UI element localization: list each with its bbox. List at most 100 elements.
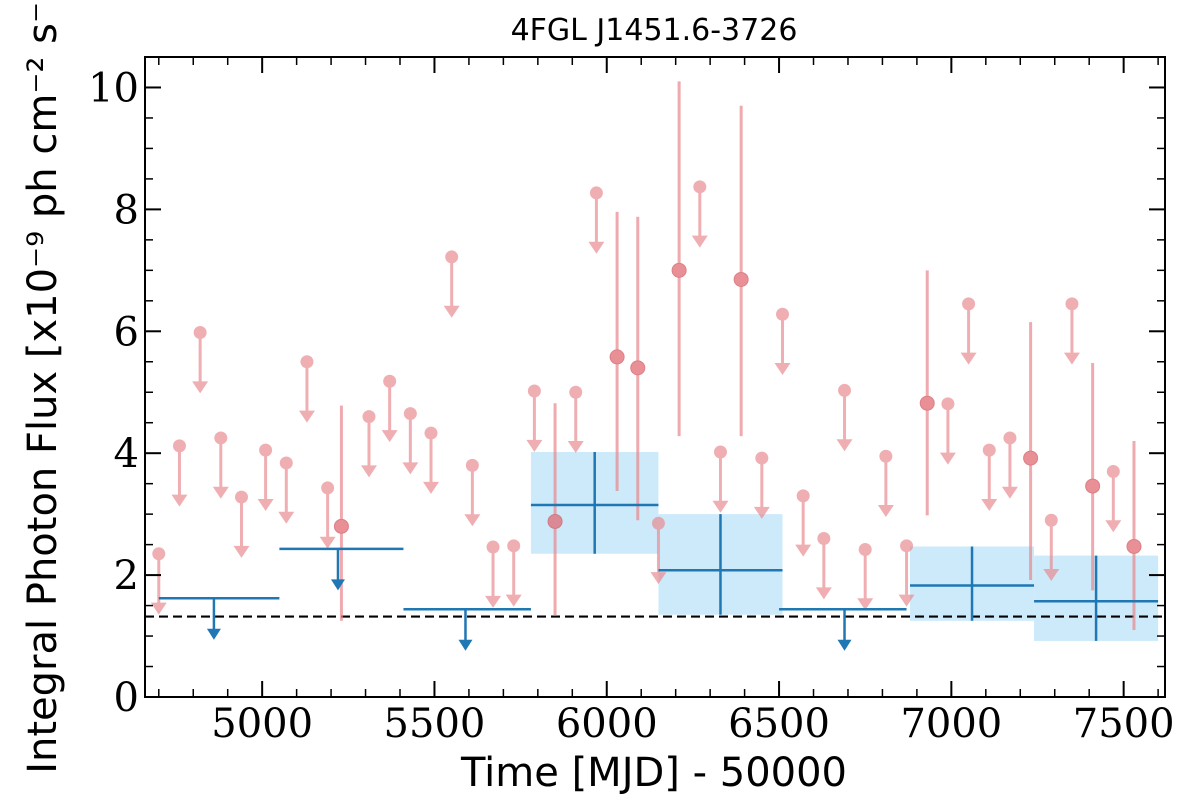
long-bin-series (158, 451, 1159, 651)
upper-limit-arrowhead (257, 498, 274, 511)
detection-marker (671, 262, 687, 278)
plot-frame (144, 56, 1166, 698)
y-tick-label: 0 (114, 675, 139, 721)
upper-limit-marker (403, 407, 417, 421)
upper-limit-marker (172, 439, 186, 453)
upper-limit-marker (879, 449, 893, 463)
upper-limit-marker (362, 410, 376, 424)
upper-limit-marker (838, 383, 852, 397)
chart-title: 4FGL J1451.6-3726 (511, 13, 798, 48)
upper-limit-arrowhead (1063, 352, 1080, 365)
y-tick-label: 2 (114, 553, 139, 599)
upper-limit-marker (589, 186, 603, 200)
upper-limit-arrowhead (505, 594, 522, 607)
long-bin-upper-limit (158, 597, 280, 640)
upper-limit-arrowhead (206, 628, 221, 640)
upper-limit-marker (152, 547, 166, 561)
short-bin-upper-limit (257, 443, 274, 511)
upper-limit-arrowhead (981, 498, 998, 511)
upper-limit-arrowhead (1001, 486, 1018, 499)
upper-limit-arrowhead (381, 430, 398, 443)
short-bin-upper-limit (650, 516, 667, 585)
upper-limit-arrowhead (171, 494, 188, 507)
x-axis-label: Time [MJD] - 50000 (460, 750, 847, 796)
short-bin-upper-limit (712, 445, 729, 513)
detection-marker (1126, 538, 1142, 554)
short-bin-upper-limit (212, 431, 229, 499)
upper-limit-arrowhead (712, 500, 729, 513)
short-bin-upper-limit (192, 326, 209, 394)
upper-limit-arrowhead (837, 639, 852, 651)
upper-limit-marker (279, 456, 293, 470)
upper-limit-marker (858, 542, 872, 556)
upper-limit-arrowhead (960, 352, 977, 365)
long-bin-upper-limit (403, 607, 531, 651)
detection-marker (733, 271, 749, 287)
upper-limit-arrowhead (857, 598, 874, 611)
short-bin-detection (1085, 362, 1101, 591)
y-tick-label: 6 (114, 309, 139, 355)
short-bin-upper-limit (402, 407, 419, 475)
upper-limit-arrowhead (898, 594, 915, 607)
upper-limit-marker (1065, 297, 1079, 311)
short-bin-detection (919, 270, 935, 516)
short-bin-upper-limit (1105, 464, 1122, 533)
upper-limit-marker (424, 426, 438, 440)
detection-marker (609, 349, 625, 365)
short-bin-detection (547, 403, 563, 616)
upper-limit-arrowhead (774, 363, 791, 376)
short-bin-upper-limit (464, 458, 481, 527)
upper-limit-arrowhead (443, 305, 460, 318)
upper-limit-marker (755, 451, 769, 465)
upper-limit-marker (796, 489, 810, 503)
upper-limit-arrowhead (567, 441, 584, 454)
detection-marker (630, 360, 646, 376)
upper-limit-marker (321, 481, 335, 495)
short-bin-upper-limit (171, 439, 188, 507)
upper-limit-marker (817, 532, 831, 546)
upper-limit-arrowhead (877, 505, 894, 518)
short-bin-detection (333, 405, 349, 621)
upper-limit-arrowhead (1043, 569, 1060, 582)
short-bin-upper-limit (567, 385, 584, 454)
upper-limit-marker (776, 307, 789, 321)
upper-limit-arrowhead (423, 481, 440, 494)
short-bin-detection (1023, 322, 1039, 580)
upper-limit-arrowhead (815, 587, 832, 600)
short-bin-upper-limit (857, 542, 874, 611)
upper-limit-arrowhead (150, 602, 167, 615)
short-bin-upper-limit (981, 443, 998, 511)
long-bin-detection (658, 514, 783, 615)
upper-limit-arrowhead (278, 511, 295, 524)
x-tick-label: 6500 (728, 701, 830, 747)
upper-limit-arrowhead (939, 452, 956, 465)
upper-limit-marker (569, 385, 583, 399)
short-bin-upper-limit (960, 297, 977, 365)
upper-limit-marker (214, 431, 228, 445)
upper-limit-marker (300, 355, 314, 369)
short-bin-upper-limit (877, 449, 894, 518)
short-bin-upper-limit (485, 540, 502, 608)
upper-limit-marker (962, 297, 976, 311)
axes (144, 56, 1166, 698)
short-bin-upper-limit (505, 539, 522, 607)
long-bin-detection (1034, 555, 1159, 641)
long-bin-upper-limit (779, 607, 907, 651)
short-bin-detection (1126, 441, 1142, 630)
short-bin-upper-limit (423, 426, 440, 494)
short-bin-upper-limit (443, 250, 460, 318)
long-bin-upper-limit (279, 547, 404, 591)
upper-limit-marker (1106, 464, 1120, 478)
short-bin-upper-limit (526, 384, 543, 452)
y-tick-label: 8 (114, 187, 139, 233)
y-tick-label: 4 (114, 431, 139, 477)
short-bin-detection (671, 81, 687, 437)
upper-limit-marker (900, 539, 914, 553)
upper-limit-arrowhead (753, 506, 770, 519)
short-bin-upper-limit (691, 180, 708, 248)
short-bin-upper-limit (278, 456, 295, 524)
upper-limit-arrowhead (233, 545, 250, 558)
upper-limit-marker (527, 384, 541, 398)
detection-marker (547, 513, 563, 529)
